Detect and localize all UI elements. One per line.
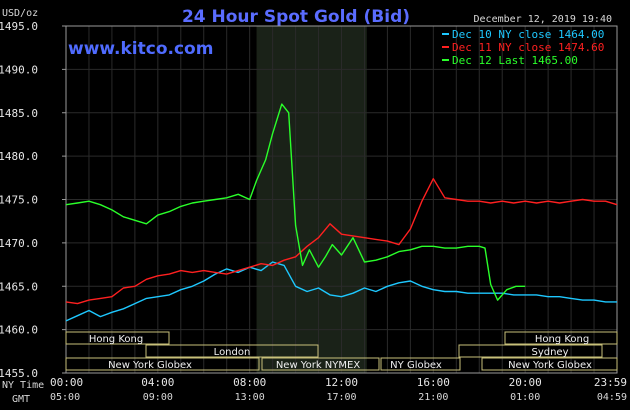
chart-title: 24 Hour Spot Gold (Bid) <box>182 7 410 27</box>
x-tick-gmt-label: 01:00 <box>510 392 540 403</box>
session-label-ny-globex-3: New York Globex <box>508 360 592 371</box>
y-tick-label: 1455.0 <box>0 367 38 380</box>
y-tick-label: 1475.0 <box>0 194 38 207</box>
legend-entry: Dec 12 Last 1465.00 <box>452 54 578 67</box>
session-bar-ny-nymex <box>261 357 380 371</box>
session-label-sydney: Sydney <box>531 347 568 358</box>
session-bar-hong-kong-2 <box>504 331 618 345</box>
session-bars: Hong Kong Hong Kong London Sydney New Yo… <box>65 331 618 371</box>
x-tick-ny-label: 08:00 <box>233 376 266 389</box>
session-label-hong-kong: Hong Kong <box>89 334 143 345</box>
y-tick-label: 1490.0 <box>0 63 38 76</box>
y-axis-ticks: 1495.0 1490.0 1485.0 1480.0 1475.0 1470.0 1465… <box>0 20 66 380</box>
timestamp: December 12, 2019 19:40 <box>474 14 612 25</box>
series-line-3 <box>65 103 526 301</box>
x-tick-gmt-label: 05:00 <box>50 392 80 403</box>
y-tick-label: 1460.0 <box>0 324 38 337</box>
x-tick-ny-label: 00:00 <box>50 376 83 389</box>
y-tick-label: 1465.0 <box>0 280 38 293</box>
x-tick-gmt-label: 13:00 <box>235 392 265 403</box>
y-tick-label: 1480.0 <box>0 150 38 163</box>
y-tick-label: 1485.0 <box>0 107 38 120</box>
y-tick-label: 1495.0 <box>0 20 38 33</box>
session-label-hong-kong-2: Hong Kong <box>535 334 589 345</box>
series-lines <box>65 103 618 322</box>
site-url[interactable]: www.kitco.com <box>68 39 213 59</box>
x-tick-gmt-label: 21:00 <box>418 392 448 403</box>
x-tick-ny-label: 16:00 <box>417 376 450 389</box>
session-label-ny-globex: New York Globex <box>108 360 192 371</box>
gmt-label: GMT <box>12 394 30 405</box>
x-tick-gmt-label: 09:00 <box>143 392 173 403</box>
legend-entry: Dec 10 NY close 1464.00 <box>452 28 604 41</box>
session-bar-london <box>145 344 319 358</box>
ny-time-label: NY Time <box>2 380 44 391</box>
session-bar-ny-globex-2 <box>380 357 461 371</box>
x-tick-ny-label: 23:59 <box>594 376 627 389</box>
series-line-1 <box>65 261 617 322</box>
session-bar-ny-globex-3 <box>481 357 618 371</box>
legend-entry: Dec 11 NY close 1474.60 <box>452 41 604 54</box>
session-bar-sydney <box>458 344 603 358</box>
grid-lines <box>66 25 617 374</box>
x-tick-ny-label: 04:00 <box>141 376 174 389</box>
session-label-ny-nymex: New York NYMEX <box>276 360 361 371</box>
y-tick-label: 1470.0 <box>0 237 38 250</box>
x-tick-gmt-label: 17:00 <box>326 392 356 403</box>
series-line-2 <box>65 178 618 305</box>
unit-label: USD/oz <box>2 8 38 19</box>
session-label-london: London <box>214 347 251 358</box>
session-bar-ny-globex <box>65 357 260 371</box>
x-tick-ny-label: 12:00 <box>325 376 358 389</box>
session-label-ny-globex-2: NY Globex <box>390 360 442 371</box>
session-bar-hong-kong <box>65 331 170 345</box>
x-tick-gmt-label: 04:59 <box>597 392 627 403</box>
x-tick-ny-label: 20:00 <box>509 376 542 389</box>
x-axis-ticks: 00:00 05:00 04:00 09:00 08:00 13:00 12:00 17:00… <box>50 376 627 403</box>
